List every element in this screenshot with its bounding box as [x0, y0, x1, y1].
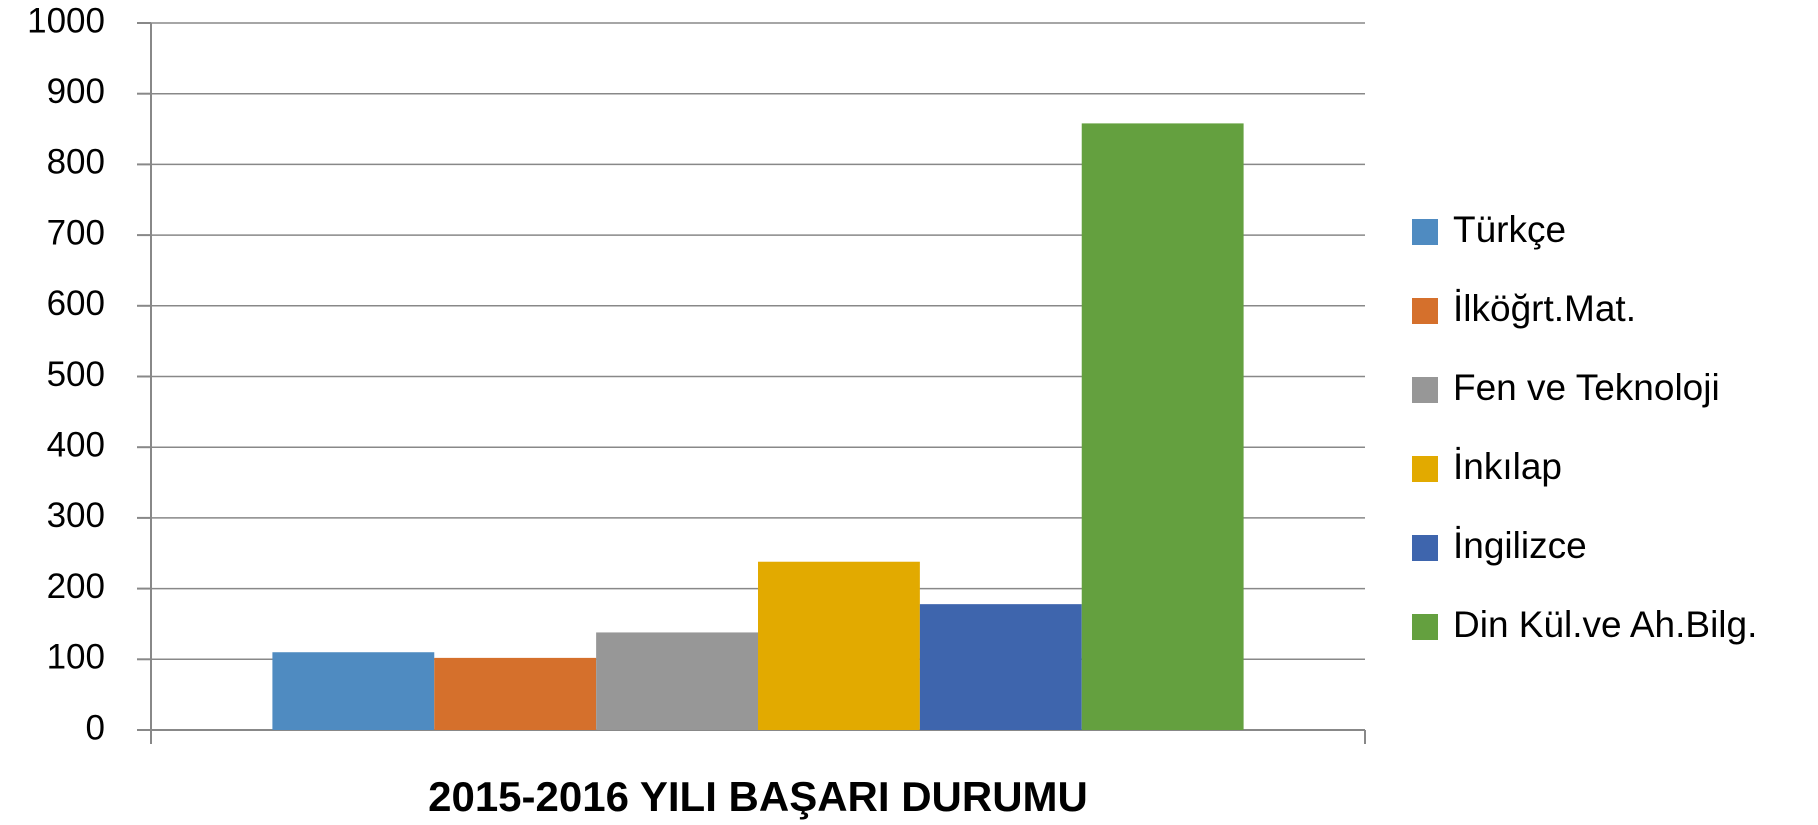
y-tick-label: 1000 [27, 1, 105, 40]
legend-label: Fen ve Teknoloji [1453, 367, 1720, 408]
legend-label: İngilizce [1453, 525, 1587, 566]
legend-swatch [1412, 456, 1438, 482]
legend-swatch [1412, 614, 1438, 640]
legend-swatch [1412, 298, 1438, 324]
bar [1081, 123, 1244, 731]
y-tick-label: 900 [47, 72, 105, 111]
legend-label: İlköğrt.Mat. [1453, 288, 1636, 329]
y-tick-label: 500 [47, 355, 105, 394]
bar [919, 604, 1082, 730]
bar [272, 652, 435, 730]
y-tick-label: 700 [47, 213, 105, 252]
y-tick-label: 400 [47, 425, 105, 464]
y-tick-label: 100 [47, 638, 105, 677]
y-tick-label: 0 [86, 708, 105, 747]
bar [434, 657, 597, 730]
legend-label: İnkılap [1453, 446, 1562, 487]
bar [596, 632, 758, 730]
y-tick-label: 800 [47, 143, 105, 182]
legend-swatch [1412, 377, 1438, 403]
legend-label: Türkçe [1453, 209, 1566, 250]
legend-swatch [1412, 219, 1438, 245]
bar [758, 561, 920, 730]
x-tick-label: 2015-2016 YILI BAŞARI DURUMU [428, 773, 1088, 820]
y-tick-label: 200 [47, 567, 105, 606]
y-tick-label: 600 [47, 284, 105, 323]
legend-label: Din Kül.ve Ah.Bilg. [1453, 604, 1757, 645]
y-tick-label: 300 [47, 496, 105, 535]
legend-swatch [1412, 535, 1438, 561]
